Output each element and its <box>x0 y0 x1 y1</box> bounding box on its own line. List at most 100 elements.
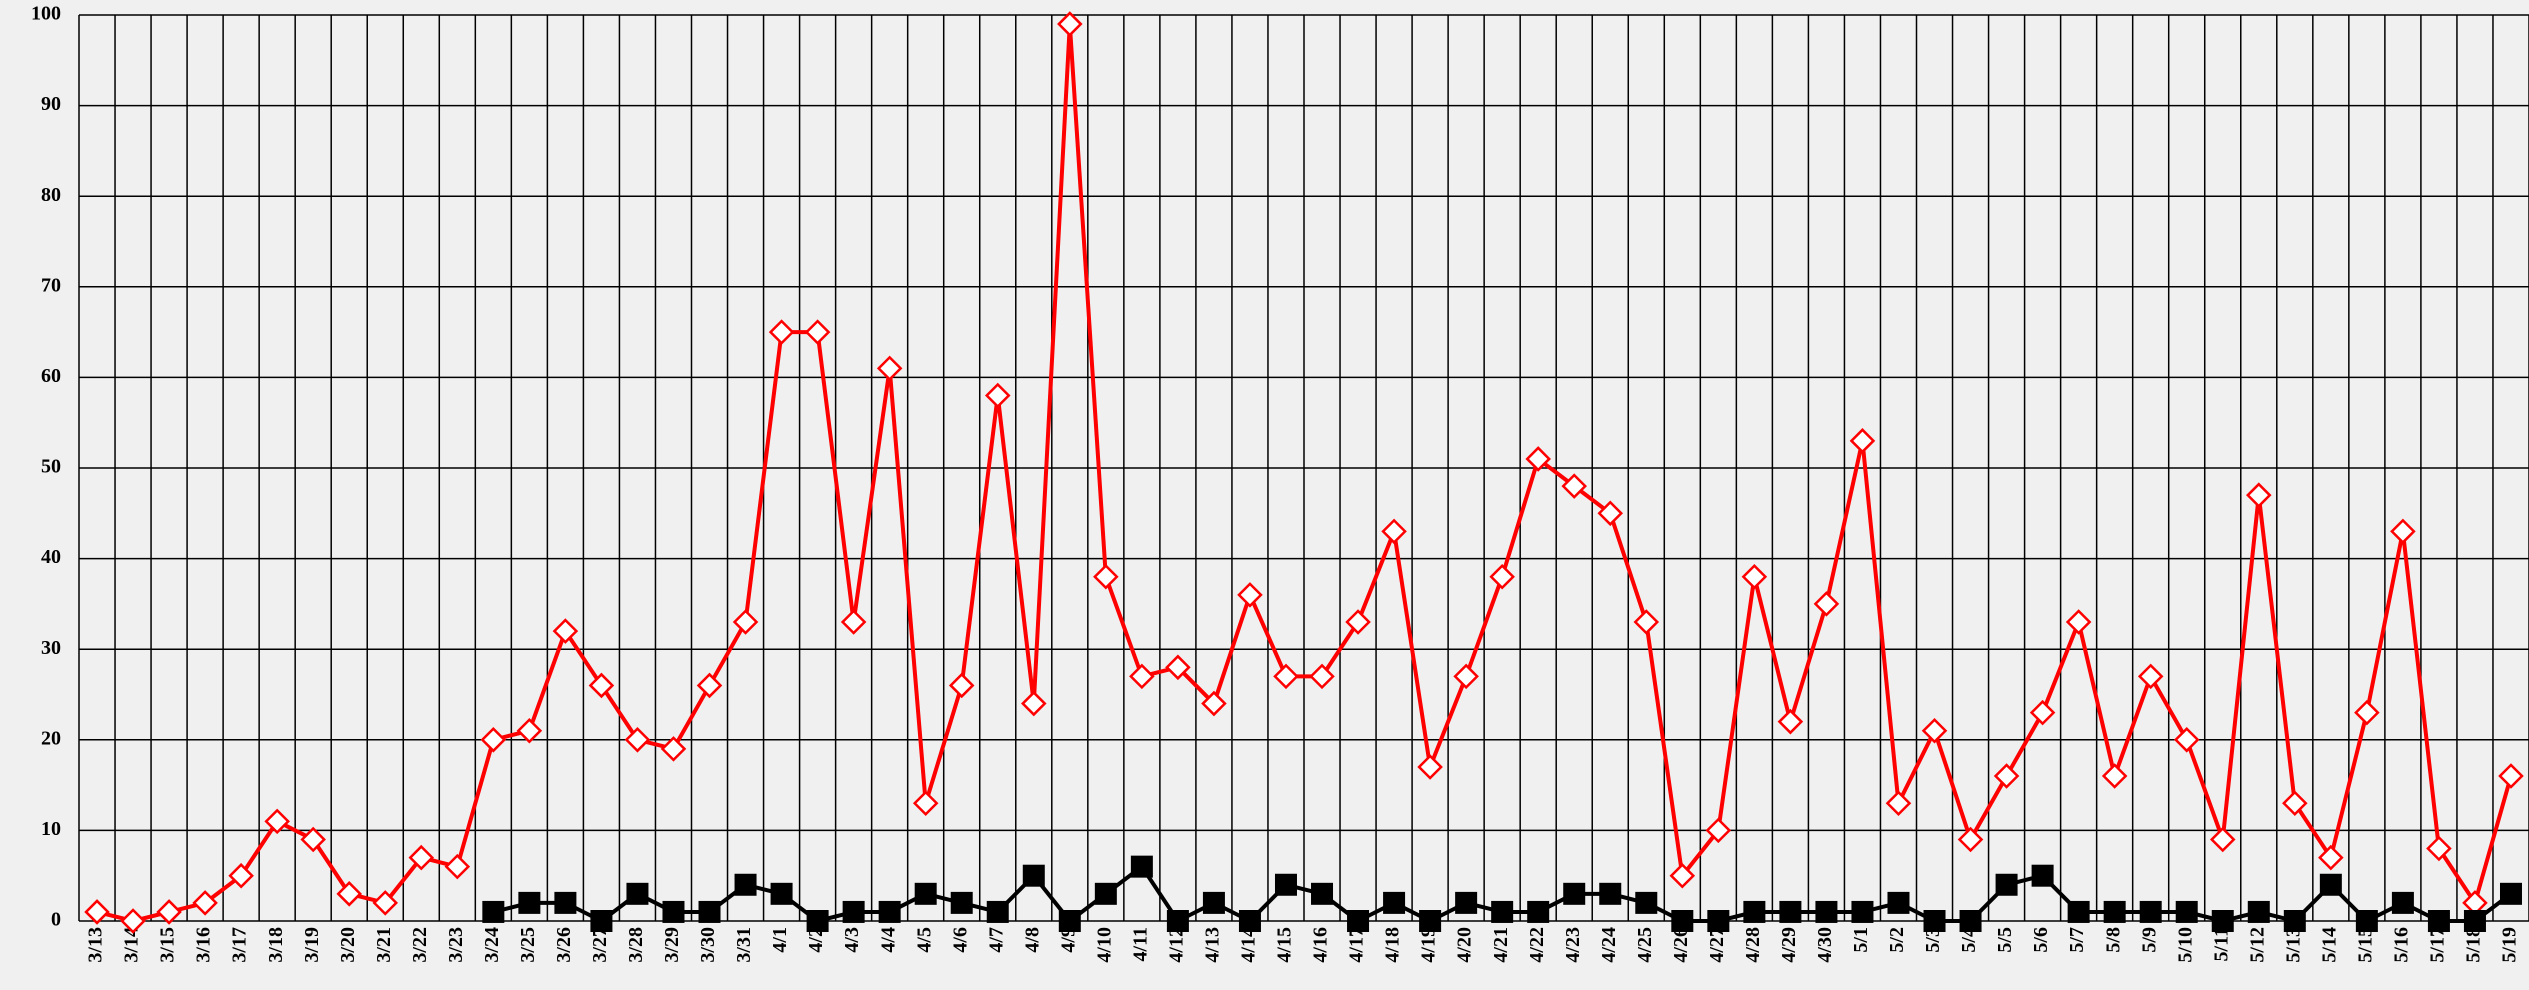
diamond-marker <box>1165 654 1191 681</box>
x-tick-label: 4/4 <box>877 927 899 953</box>
square-marker <box>1923 910 1946 932</box>
diamond-marker <box>1309 663 1335 690</box>
square-marker <box>2391 891 2414 914</box>
diamond-marker <box>2354 699 2380 726</box>
x-tick-label: 3/23 <box>445 927 467 963</box>
x-tick-label: 5/11 <box>2210 927 2232 961</box>
square-marker <box>2103 900 2126 923</box>
x-tick-label: 4/1 <box>769 927 791 953</box>
square-marker <box>2499 882 2522 905</box>
x-tick-label: 4/24 <box>1598 927 1620 963</box>
square-marker <box>1635 891 1658 914</box>
diamond-marker <box>804 319 831 345</box>
square-marker <box>842 900 865 923</box>
diamond-marker <box>1813 591 1840 617</box>
x-tick-label: 5/16 <box>2390 927 2412 963</box>
diamond-marker <box>300 826 326 853</box>
x-tick-label: 5/10 <box>2174 927 2196 963</box>
diamond-marker <box>840 609 867 635</box>
diamond-marker <box>948 672 975 699</box>
y-tick-label: 30 <box>41 637 61 659</box>
diamond-marker <box>1129 663 1155 690</box>
x-tick-label: 3/22 <box>409 927 431 963</box>
diamond-marker <box>2498 763 2524 789</box>
x-tick-label: 4/20 <box>1454 927 1476 963</box>
square-marker <box>2031 864 2054 887</box>
x-tick-label: 4/26 <box>1670 927 1692 963</box>
diamond-marker <box>1669 862 1696 889</box>
diamond-marker <box>1453 663 1479 690</box>
x-tick-label: 3/16 <box>193 927 215 963</box>
diamond-marker <box>1849 428 1876 454</box>
x-tick-label: 4/14 <box>1238 927 1260 963</box>
x-tick-label: 5/3 <box>1922 927 1944 953</box>
square-marker <box>1563 882 1586 905</box>
diamond-marker <box>1777 708 1804 735</box>
x-tick-label: 3/21 <box>373 927 395 963</box>
x-tick-label: 4/2 <box>805 927 827 953</box>
square-marker <box>770 882 793 905</box>
diamond-marker <box>1597 500 1624 527</box>
diamond-marker <box>1381 518 1407 545</box>
diamond-marker <box>2209 826 2236 853</box>
diamond-marker <box>2137 663 2164 690</box>
x-tick-label: 3/24 <box>481 927 503 963</box>
diamond-marker <box>1201 690 1227 717</box>
diamond-marker <box>1957 826 1984 853</box>
diamond-marker <box>1561 473 1587 499</box>
square-marker <box>1491 900 1514 923</box>
x-tick-label: 4/3 <box>841 927 863 953</box>
diamond-marker <box>588 672 615 699</box>
y-tick-label: 0 <box>51 909 61 931</box>
x-tick-label: 5/4 <box>1958 927 1980 953</box>
x-tick-label: 5/18 <box>2463 927 2485 963</box>
diamond-marker <box>84 899 110 925</box>
x-tick-label: 4/27 <box>1706 927 1728 963</box>
square-marker <box>482 900 505 923</box>
x-tick-label: 5/14 <box>2318 927 2340 963</box>
x-tick-label: 3/17 <box>229 927 251 963</box>
square-marker <box>1779 900 1802 923</box>
diamond-marker <box>2101 763 2128 789</box>
diamond-marker <box>516 717 543 744</box>
y-tick-label: 50 <box>41 456 61 478</box>
x-tick-label: 5/2 <box>1886 927 1908 953</box>
x-tick-label: 4/28 <box>1742 927 1764 963</box>
square-marker <box>1959 910 1982 932</box>
x-tick-label: 5/1 <box>1850 927 1872 953</box>
square-marker <box>950 891 973 914</box>
x-tick-label: 4/13 <box>1202 927 1224 963</box>
diamond-marker <box>228 862 254 889</box>
diamond-marker <box>1633 609 1660 635</box>
x-tick-label: 4/18 <box>1382 927 1404 963</box>
square-marker <box>518 891 541 914</box>
diamond-marker <box>2282 790 2308 816</box>
square-marker <box>1599 882 1622 905</box>
square-marker <box>554 891 577 914</box>
x-tick-label: 4/16 <box>1310 927 1332 963</box>
diamond-marker <box>984 382 1011 409</box>
diamond-marker <box>1525 446 1551 472</box>
square-marker <box>1311 882 1334 905</box>
square-marker <box>2427 910 2450 932</box>
x-tick-label: 4/6 <box>949 927 971 953</box>
square-marker <box>1743 900 1766 923</box>
diamond-marker <box>1345 609 1371 635</box>
diamond-marker <box>1705 817 1732 844</box>
x-tick-label: 3/26 <box>553 927 575 963</box>
x-tick-label: 3/27 <box>589 927 611 963</box>
square-marker <box>2175 900 2198 923</box>
x-tick-label: 3/28 <box>625 927 647 963</box>
diamond-marker <box>876 355 903 382</box>
square-marker <box>878 900 901 923</box>
x-tick-label: 4/15 <box>1274 927 1296 963</box>
x-tick-label: 3/14 <box>121 927 143 963</box>
y-tick-label: 80 <box>41 184 61 206</box>
square-marker <box>2067 900 2090 923</box>
diamond-marker <box>1489 563 1515 590</box>
diamond-marker <box>1237 582 1263 608</box>
x-tick-label: 4/25 <box>1634 927 1656 963</box>
square-marker <box>1274 873 1297 896</box>
diamond-marker <box>2029 699 2056 726</box>
x-tick-label: 3/30 <box>697 927 719 963</box>
